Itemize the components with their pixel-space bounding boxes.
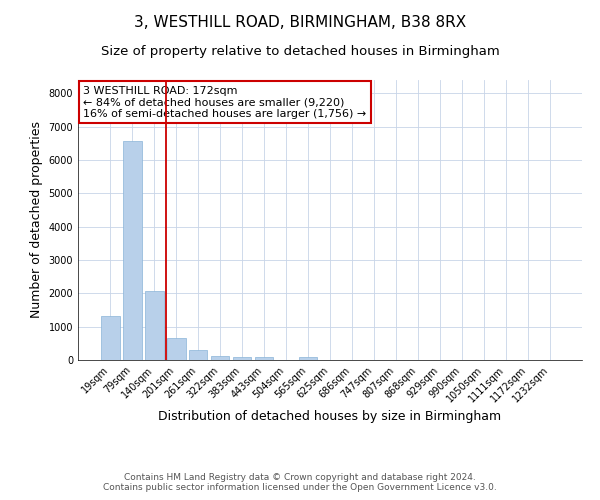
Bar [101,316,119,360]
Bar [145,290,164,360]
Bar [255,357,274,360]
Bar [123,140,142,360]
Text: Size of property relative to detached houses in Birmingham: Size of property relative to detached ho… [101,45,499,58]
Text: 3, WESTHILL ROAD, BIRMINGHAM, B38 8RX: 3, WESTHILL ROAD, BIRMINGHAM, B38 8RX [134,15,466,30]
Bar [299,357,317,360]
Y-axis label: Number of detached properties: Number of detached properties [30,122,43,318]
X-axis label: Distribution of detached houses by size in Birmingham: Distribution of detached houses by size … [158,410,502,422]
Bar [167,338,185,360]
Bar [233,356,251,360]
Text: Contains HM Land Registry data © Crown copyright and database right 2024.
Contai: Contains HM Land Registry data © Crown c… [103,473,497,492]
Text: 3 WESTHILL ROAD: 172sqm
← 84% of detached houses are smaller (9,220)
16% of semi: 3 WESTHILL ROAD: 172sqm ← 84% of detache… [83,86,366,119]
Bar [189,350,208,360]
Bar [211,356,229,360]
